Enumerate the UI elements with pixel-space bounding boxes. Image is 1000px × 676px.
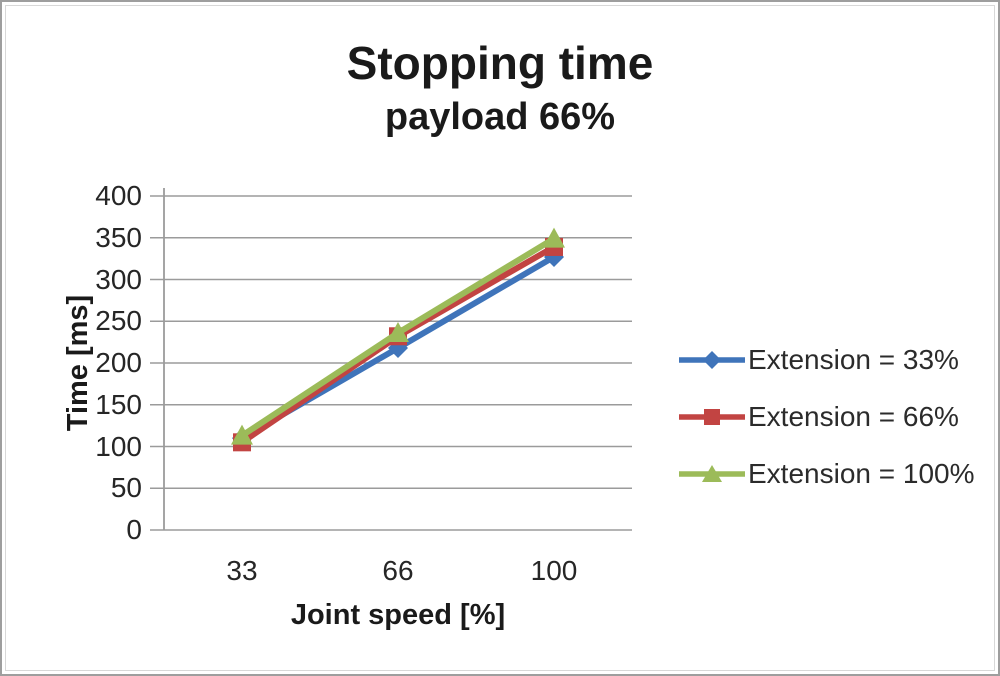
legend-marker xyxy=(702,464,722,482)
y-tick-label: 50 xyxy=(110,472,142,504)
y-tick-label: 150 xyxy=(95,388,142,420)
x-tick-label: 33 xyxy=(226,555,258,586)
x-tick-label: 66 xyxy=(382,555,414,586)
legend-diamond-icon xyxy=(679,350,745,369)
y-tick-label: 100 xyxy=(95,430,142,462)
legend-item-1: Extension = 33% xyxy=(678,340,975,379)
data-point-marker xyxy=(543,227,565,248)
series-3 xyxy=(231,227,565,445)
legend-square-icon xyxy=(679,408,745,425)
series-2 xyxy=(233,237,563,452)
y-tick-label: 400 xyxy=(95,180,142,211)
y-tick-label: 0 xyxy=(126,514,142,545)
chart-subtitle: payload 66% xyxy=(384,96,616,138)
x-tick-label: 100 xyxy=(530,555,578,586)
y-tick-label: 200 xyxy=(95,347,142,378)
legend-item-3: Extension = 100% xyxy=(678,454,975,493)
legend-triangle-icon xyxy=(679,464,745,482)
legend-label: Extension = 100% xyxy=(748,457,975,489)
chart-title: Stopping time xyxy=(346,37,654,89)
x-axis-title: Joint speed [%] xyxy=(290,599,506,631)
legend-label: Extension = 66% xyxy=(748,400,959,432)
legend-label: Extension = 33% xyxy=(748,343,959,375)
legend-marker xyxy=(704,408,720,425)
y-tick-label: 250 xyxy=(95,305,142,337)
y-axis-title: Time [ms] xyxy=(62,294,94,432)
y-tick-label: 300 xyxy=(95,263,142,295)
data-point-marker xyxy=(387,321,409,342)
legend: Extension = 33% Extension = 66% Extension … xyxy=(678,340,975,493)
legend-marker xyxy=(703,350,721,369)
y-tick-label: 350 xyxy=(95,221,142,253)
legend-item-2: Extension = 66% xyxy=(678,397,975,436)
data-point-marker xyxy=(231,424,253,445)
